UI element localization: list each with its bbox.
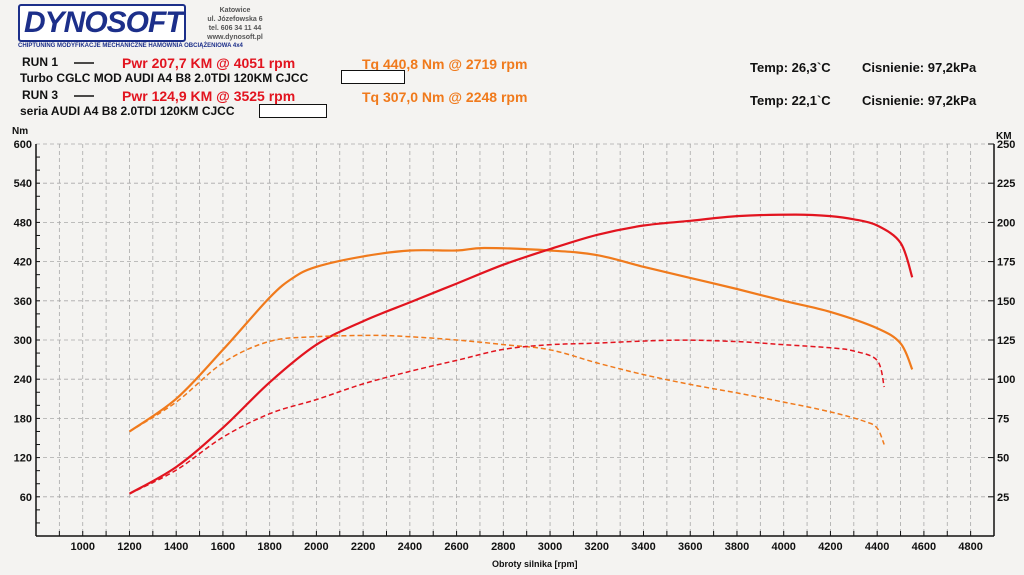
x-tick-label: 1800 [257, 541, 281, 553]
run3-power: Pwr 124,9 KM @ 3525 rpm [122, 88, 296, 104]
run3-torque: Tq 307,0 Nm @ 2248 rpm [362, 89, 528, 105]
y2-tick-label: 200 [997, 217, 1015, 229]
y-tick-label: 420 [14, 257, 32, 269]
y-tick-label: 240 [14, 374, 32, 386]
y-tick-label: 300 [14, 335, 32, 347]
x-tick-label: 3600 [678, 541, 702, 553]
x-tick-label: 1400 [164, 541, 188, 553]
run1-power: Pwr 207,7 KM @ 4051 rpm [122, 55, 296, 71]
run1-torque: Tq 440,8 Nm @ 2719 rpm [362, 56, 528, 72]
chart-axes: 60 120 180 240 300 360 420 480 540 600 25 50 75 100 12… [14, 139, 1016, 553]
y2-tick-label: 150 [997, 296, 1015, 308]
y-tick-label: 600 [14, 139, 32, 151]
y-tick-label: 540 [14, 178, 32, 190]
y2-tick-label: 225 [997, 178, 1015, 190]
x-tick-label: 2000 [304, 541, 328, 553]
y-tick-label: 360 [14, 296, 32, 308]
address-line: tel. 606 34 11 44 [208, 25, 262, 32]
x-tick-label: 2200 [351, 541, 375, 553]
x-tick-label: 4600 [912, 541, 936, 553]
run3-pressure: Cisnienie: 97,2kPa [862, 93, 977, 108]
y-tick-label: 60 [20, 492, 32, 504]
dynosoft-logo: DYNOSOFT CHIPTUNING MODYFIKACJE MECHANIC… [18, 4, 243, 49]
run1-temp: Temp: 26,3`C [750, 60, 831, 75]
y2-tick-label: 250 [997, 139, 1015, 151]
y-axis-title: Nm [12, 126, 29, 137]
logo-box [18, 4, 186, 42]
x-tick-label: 4400 [865, 541, 889, 553]
x-tick-label: 2800 [491, 541, 515, 553]
run1-label: RUN 1 [22, 55, 59, 69]
x-tick-label: 4200 [818, 541, 842, 553]
x-tick-label: 1000 [70, 541, 94, 553]
y2-axis-title: KM [996, 131, 1012, 142]
logo-subtitle: CHIPTUNING MODYFIKACJE MECHANICZNE HAMOW… [18, 43, 243, 49]
x-tick-label: 1600 [211, 541, 235, 553]
x-tick-label: 2400 [398, 541, 422, 553]
run-1-tq-line [128, 246, 914, 433]
address-line: Katowice [219, 7, 251, 14]
y2-tick-label: 125 [997, 335, 1015, 347]
company-address: Katowice ul. Józefowska 6 tel. 606 34 11… [190, 6, 280, 42]
x-tick-label: 3800 [725, 541, 749, 553]
x-tick-label: 2600 [444, 541, 468, 553]
y-tick-label: 180 [14, 413, 32, 425]
x-tick-label: 4000 [771, 541, 795, 553]
run-3-pwr-line [129, 339, 885, 495]
run1-line-key [74, 62, 94, 64]
address-line: www.dynosoft.pl [207, 34, 263, 41]
chart-series [128, 213, 914, 495]
y2-tick-label: 50 [997, 453, 1009, 465]
run3-description: seria AUDI A4 B8 2.0TDI 120KM CJCC [20, 104, 235, 118]
run1-description: Turbo CGLC MOD AUDI A4 B8 2.0TDI 120KM C… [20, 71, 309, 85]
chart-grid [36, 143, 994, 536]
run1-blank-box [341, 70, 405, 84]
x-tick-label: 3400 [631, 541, 655, 553]
run-3-tq-line [129, 334, 885, 445]
run3-label: RUN 3 [22, 88, 59, 102]
logo-text: DYNOSOFT [24, 6, 184, 39]
y2-tick-label: 100 [997, 374, 1015, 386]
x-tick-label: 3200 [585, 541, 609, 553]
x-tick-label: 4800 [958, 541, 982, 553]
run3-temp: Temp: 22,1`C [750, 93, 831, 108]
y-tick-label: 120 [14, 453, 32, 465]
run-1-pwr-line [128, 213, 914, 495]
y2-tick-label: 175 [997, 257, 1015, 269]
x-tick-label: 1200 [117, 541, 141, 553]
run1-pressure: Cisnienie: 97,2kPa [862, 60, 977, 75]
address-line: ul. Józefowska 6 [207, 16, 263, 23]
run3-line-key [74, 95, 94, 97]
x-tick-label: 3000 [538, 541, 562, 553]
y-tick-label: 480 [14, 217, 32, 229]
y2-tick-label: 25 [997, 492, 1009, 504]
run3-blank-box [259, 104, 327, 118]
y2-tick-label: 75 [997, 413, 1009, 425]
x-axis-title: Obroty silnika [rpm] [492, 559, 578, 569]
